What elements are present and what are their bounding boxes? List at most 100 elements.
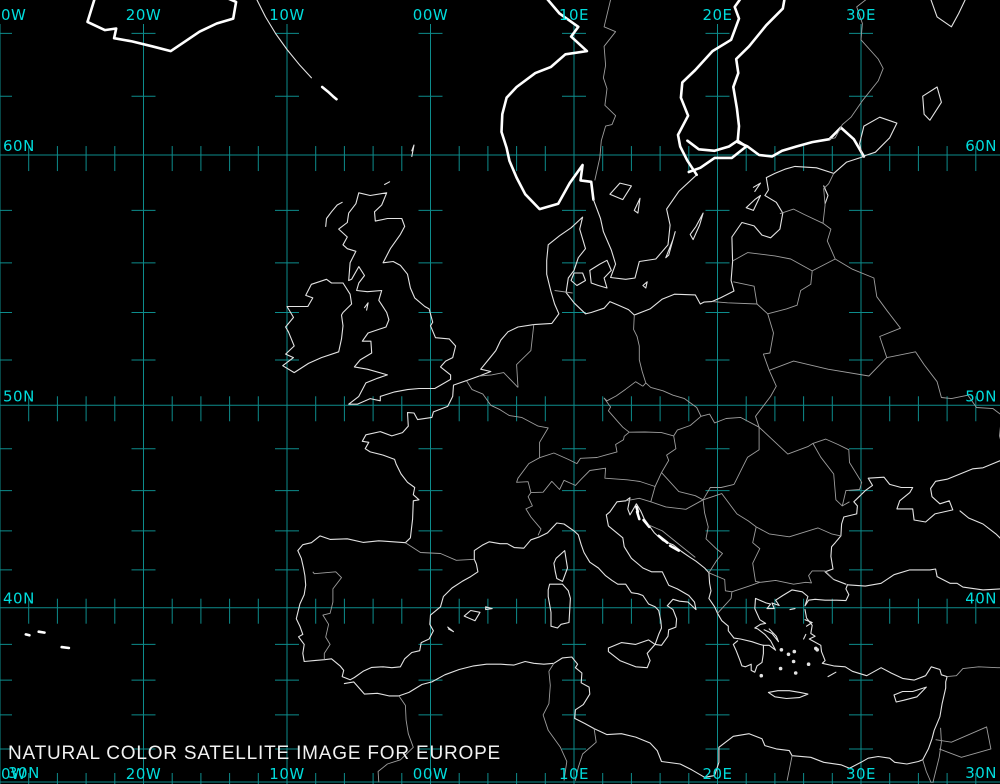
border-estonia-russia: [822, 173, 835, 224]
coastline-med-france-italy: [473, 500, 697, 646]
border-belarus-ukraine: [769, 357, 888, 377]
border-serbia-bulgaria-greece-turkey: [752, 526, 835, 585]
border-prut-border: [812, 443, 843, 507]
parallel-label-left: 50N: [3, 387, 35, 405]
border-israel-jordan: [932, 727, 942, 784]
border-poland-germany: [633, 314, 647, 387]
coastline-corsica: [553, 550, 569, 582]
coastline-baltic-german-danish: [465, 216, 635, 382]
border-swiss-italy-austria: [530, 435, 677, 494]
coastline-sweden-southwest: [592, 174, 698, 280]
coastline-lesbos: [804, 619, 813, 627]
meridian-label-top: 10W: [269, 6, 304, 24]
border-belgium-netherlands: [479, 372, 519, 388]
coastline-black-sea-west-crimea-azov: [824, 460, 1000, 585]
coastline-sicily: [607, 639, 656, 669]
meridian-label-bottom: 10E: [559, 765, 589, 783]
coastline-norway: [500, 0, 595, 211]
coastline-azores-2: [37, 630, 46, 634]
border-romania-ukraine-moldova: [758, 426, 863, 507]
border-kaliningrad-north: [733, 281, 758, 305]
border-ukraine-russia: [886, 351, 1000, 440]
island-dot: [759, 673, 764, 678]
island-dot: [786, 652, 791, 657]
border-morocco-algeria: [377, 695, 414, 783]
border-croatia-bosnia-dinaric: [648, 524, 696, 558]
meridian-label-bottom: 0W: [1, 765, 26, 783]
coastline-gotland: [689, 212, 704, 241]
coastline-orkney: [384, 181, 391, 186]
coastline-sardinia: [547, 583, 571, 629]
coastline-oland: [665, 231, 676, 259]
coastline-azores-1: [24, 633, 31, 637]
island-dot: [814, 646, 818, 651]
border-serbia-bosnia-montenegro: [702, 499, 723, 574]
meridian-label-bottom: 20E: [702, 765, 732, 783]
coastline-baltic-south-shore: [633, 155, 865, 316]
coastline-lake-vattern: [633, 197, 641, 214]
coastline-lake-peipus: [823, 185, 829, 205]
coastline-menorca: [485, 606, 493, 611]
title-block: NATURAL COLOR SATELLITE IMAGE FOR EUROPE…: [8, 699, 501, 784]
coastline-azores-3: [60, 645, 71, 650]
coastline-bothnia-west: [676, 0, 742, 177]
border-kaliningrad-south: [712, 301, 769, 315]
border-syria-jordan-iraq: [935, 726, 992, 758]
coastline-crete: [767, 690, 809, 700]
border-layer: [312, 0, 1000, 784]
coastline-white-sea: [930, 0, 966, 28]
border-turkey-syria: [947, 666, 1000, 678]
border-croatia-bosnia-north: [650, 499, 704, 510]
meridian-label-top: 10E: [559, 6, 589, 24]
coastline-adriatic-east: [625, 497, 719, 614]
coastline-layer: [24, 0, 1000, 778]
coastline-greece-east-thrace: [754, 584, 850, 651]
coastline-lake-onega: [922, 86, 942, 121]
coastline-zealand: [589, 259, 612, 289]
border-libya-egypt: [786, 755, 793, 781]
meridian-label-top: 20E: [702, 6, 732, 24]
coastline-rhodes: [827, 671, 837, 678]
border-slovenia-croatia: [625, 486, 656, 503]
coastline-shetland: [411, 144, 415, 158]
border-spain-portugal: [312, 571, 342, 660]
island-dot: [792, 649, 797, 654]
parallel-label-left: 40N: [3, 590, 35, 608]
coastline-turkey-aegean-levant: [804, 609, 948, 761]
border-tunisia-libya: [574, 728, 597, 781]
coastline-croatian-islands-2: [635, 510, 641, 521]
border-hungary-romania: [733, 427, 760, 485]
coastline-croatian-islands-3: [642, 518, 651, 529]
coastline-croatian-islands-5: [668, 544, 681, 552]
label-layer: 0W 20W 10W 00W 10E 20E 30E 0W 20W 10W 00W 10E 20E 30E…: [1, 6, 997, 783]
coastline-caucasus-coast: [959, 510, 1000, 539]
coastline-limnos: [789, 608, 796, 611]
island-dot: [793, 671, 798, 675]
border-austria-germany-swiss: [539, 431, 630, 465]
coastline-lake-ladoga: [859, 116, 898, 158]
border-czech-germany: [603, 381, 644, 433]
parallel-label-left: 30N: [8, 764, 40, 782]
coastline-hebrides: [325, 201, 343, 227]
parallel-label-right: 30N: [965, 764, 997, 782]
coastline-cyprus: [893, 686, 927, 703]
border-spain-france-pyrenees: [405, 542, 475, 561]
coastline-ne-atlantic-edge: [256, 0, 312, 79]
island-dot: [778, 666, 783, 671]
coastline-ireland: [282, 278, 353, 374]
coastline-chios: [803, 633, 807, 640]
meridian-label-bottom: 00W: [413, 765, 448, 783]
parallel-label-right: 60N: [965, 137, 997, 155]
island-dot: [791, 659, 796, 664]
coastline-bothnia-east: [731, 0, 866, 158]
island-dot: [806, 662, 811, 666]
coastline-iberia: [295, 535, 479, 681]
border-poland-east: [755, 313, 777, 428]
parallel-label-right: 40N: [965, 590, 997, 608]
coastline-isle-of-man: [363, 302, 369, 311]
coastline-mallorca: [463, 609, 481, 622]
coastline-turkey-north: [846, 568, 1000, 591]
coastline-iceland: [86, 0, 238, 53]
